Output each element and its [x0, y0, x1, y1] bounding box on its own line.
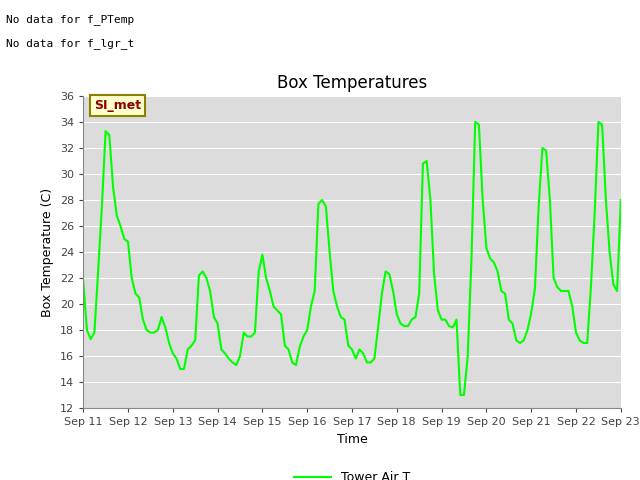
Line: Tower Air T: Tower Air T	[83, 122, 621, 395]
Tower Air T	[493, 269, 501, 275]
Tower Air T	[389, 288, 397, 294]
Tower Air T	[106, 132, 113, 138]
Text: No data for f_lgr_t: No data for f_lgr_t	[6, 38, 134, 49]
Tower Air T	[509, 321, 516, 326]
Tower Air T	[79, 278, 87, 284]
Y-axis label: Box Temperature (C): Box Temperature (C)	[42, 187, 54, 317]
Tower Air T	[617, 197, 625, 203]
Tower Air T	[471, 119, 479, 125]
Title: Box Temperatures: Box Temperatures	[277, 73, 427, 92]
X-axis label: Time: Time	[337, 432, 367, 445]
Tower Air T	[456, 392, 464, 398]
Tower Air T	[587, 284, 595, 290]
Text: No data for f_PTemp: No data for f_PTemp	[6, 14, 134, 25]
Tower Air T	[83, 327, 91, 333]
Legend: Tower Air T: Tower Air T	[289, 466, 415, 480]
Text: SI_met: SI_met	[94, 99, 141, 112]
